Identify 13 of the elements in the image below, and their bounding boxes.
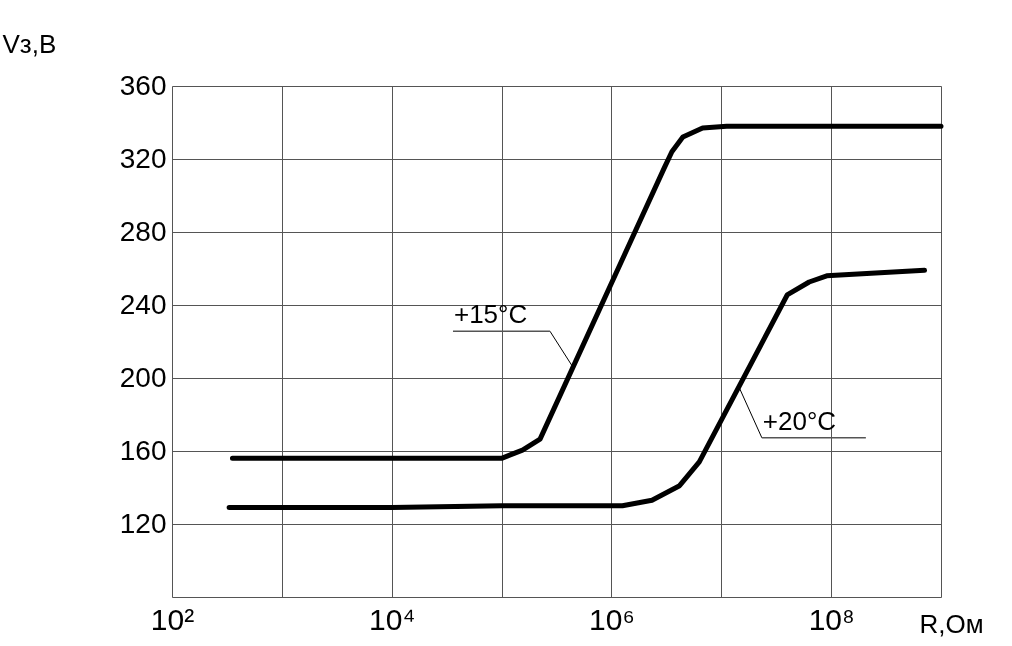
x-tick-label: 10⁴ [369,602,416,636]
y-axis-title: Vз,В [2,28,57,59]
y-tick-label: 320 [119,142,167,174]
x-tick-label: 10⁶ [589,602,635,636]
y-tick-label: 360 [119,69,167,101]
x-axis-title: R,Ом [919,608,984,639]
y-tick-label: 160 [119,434,167,466]
y-tick-label: 240 [119,288,167,320]
y-tick-label: 120 [119,507,167,539]
y-tick-label: 200 [119,361,167,393]
y-tick-label: 280 [119,215,167,247]
x-tick-label: 10² [150,602,195,636]
x-tick-label: 10⁸ [808,602,855,636]
